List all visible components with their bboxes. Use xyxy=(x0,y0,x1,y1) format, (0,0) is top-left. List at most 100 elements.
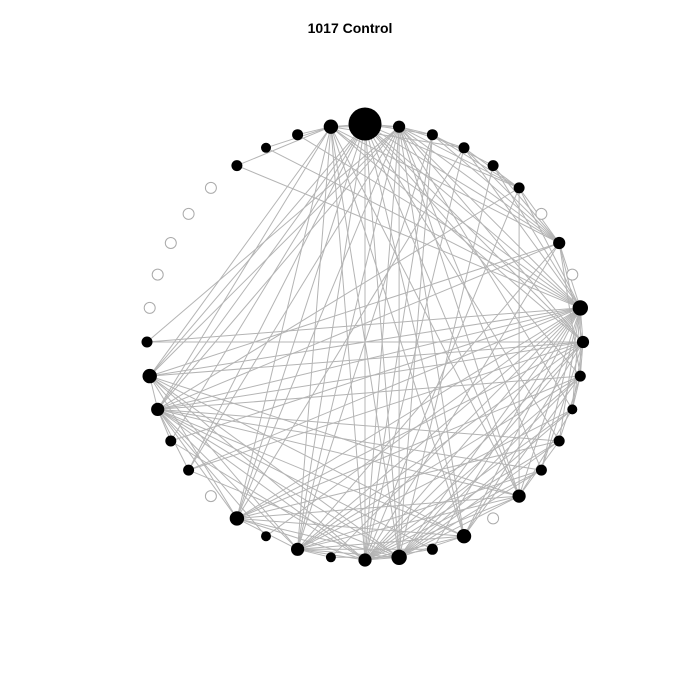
graph-edge xyxy=(297,548,400,558)
graph-edge xyxy=(297,495,520,550)
graph-edge xyxy=(297,469,542,550)
graph-edge xyxy=(364,408,573,561)
graph-edge xyxy=(518,409,573,497)
graph-edge xyxy=(170,123,366,442)
graph-edge xyxy=(398,341,584,558)
node-layer xyxy=(141,107,590,567)
graph-edge xyxy=(398,165,494,558)
graph-edge xyxy=(364,123,520,497)
graph-edge xyxy=(149,126,400,377)
graph-edge xyxy=(236,495,520,519)
graph-edge xyxy=(492,165,581,309)
graph-edge xyxy=(364,126,400,561)
graph-edge xyxy=(297,375,581,550)
graph-edge xyxy=(188,469,400,558)
graph-edge xyxy=(364,375,581,561)
graph-edge xyxy=(236,147,465,519)
graph-edge xyxy=(297,242,560,550)
graph-node-inactive xyxy=(535,207,548,220)
graph-node xyxy=(151,402,165,416)
graph-edge xyxy=(149,375,520,497)
graph-edge xyxy=(149,375,465,537)
graph-node-inactive xyxy=(151,268,164,281)
graph-node xyxy=(512,489,526,503)
graph-node xyxy=(535,464,547,476)
graph-edge xyxy=(432,134,560,244)
graph-edge xyxy=(518,187,581,309)
graph-edge xyxy=(571,307,581,410)
graph-edge xyxy=(297,126,332,550)
graph-edge xyxy=(157,409,238,519)
graph-edge xyxy=(188,123,366,471)
graph-edge xyxy=(297,535,465,550)
graph-edge xyxy=(236,517,366,561)
graph-edge xyxy=(188,341,584,471)
graph-edge xyxy=(364,147,465,561)
graph-edge xyxy=(398,469,542,558)
graph-edge xyxy=(149,123,366,377)
graph-edge xyxy=(297,123,366,550)
graph-edge xyxy=(157,187,520,410)
graph-node xyxy=(553,435,565,447)
graph-edge xyxy=(236,375,581,519)
graph-edge xyxy=(236,126,332,167)
graph-edge xyxy=(236,165,581,309)
graph-edge xyxy=(146,126,400,343)
graph-node xyxy=(261,142,271,153)
graph-node xyxy=(348,107,382,141)
graph-edge xyxy=(398,375,581,558)
graph-node xyxy=(487,160,499,172)
graph-node xyxy=(229,511,245,526)
graph-edge xyxy=(236,341,584,519)
graph-node xyxy=(576,335,590,349)
graph-edge xyxy=(330,126,366,561)
graph-edge xyxy=(330,126,584,343)
graph-edge xyxy=(330,126,465,537)
graph-node-inactive xyxy=(204,490,217,503)
graph-edge xyxy=(540,307,581,471)
edge-layer xyxy=(146,123,584,561)
graph-node-inactive xyxy=(204,181,217,194)
graph-edge xyxy=(188,126,400,471)
graph-edge xyxy=(157,408,465,537)
graph-node xyxy=(574,370,586,382)
graph-edge xyxy=(364,134,433,561)
graph-node-inactive xyxy=(487,512,500,525)
graph-edge xyxy=(398,126,520,497)
graph-edge xyxy=(265,147,581,309)
graph-edge xyxy=(236,307,581,519)
graph-node xyxy=(183,464,195,476)
graph-edge xyxy=(149,126,332,377)
graph-node xyxy=(426,129,438,141)
graph-edge xyxy=(157,408,433,550)
graph-edge xyxy=(398,409,573,558)
graph-node-inactive xyxy=(143,301,156,314)
graph-edge xyxy=(558,307,581,442)
graph-edge xyxy=(297,134,581,309)
graph-node xyxy=(426,543,438,555)
graph-node xyxy=(261,531,271,542)
graph-edge xyxy=(297,307,581,550)
graph-edge xyxy=(149,341,584,377)
graph-edge xyxy=(236,517,400,558)
graph-title: 1017 Control xyxy=(307,20,393,36)
graph-edge xyxy=(432,134,520,189)
graph-node xyxy=(393,120,406,133)
graph-edge xyxy=(398,134,433,558)
graph-node xyxy=(572,300,588,316)
graph-edge xyxy=(157,242,560,410)
graph-edge xyxy=(157,341,584,410)
graph-node xyxy=(141,336,153,348)
graph-edge xyxy=(364,242,560,561)
graph-edge xyxy=(157,126,332,410)
graph-edge xyxy=(398,126,542,471)
graph-node xyxy=(165,435,177,447)
graph-edge xyxy=(157,408,400,558)
graph-edge xyxy=(364,341,584,561)
graph-node xyxy=(291,542,305,556)
graph-edge xyxy=(297,408,573,550)
graph-edge xyxy=(157,408,520,497)
graph-edge xyxy=(157,408,542,471)
graph-node xyxy=(325,552,336,563)
